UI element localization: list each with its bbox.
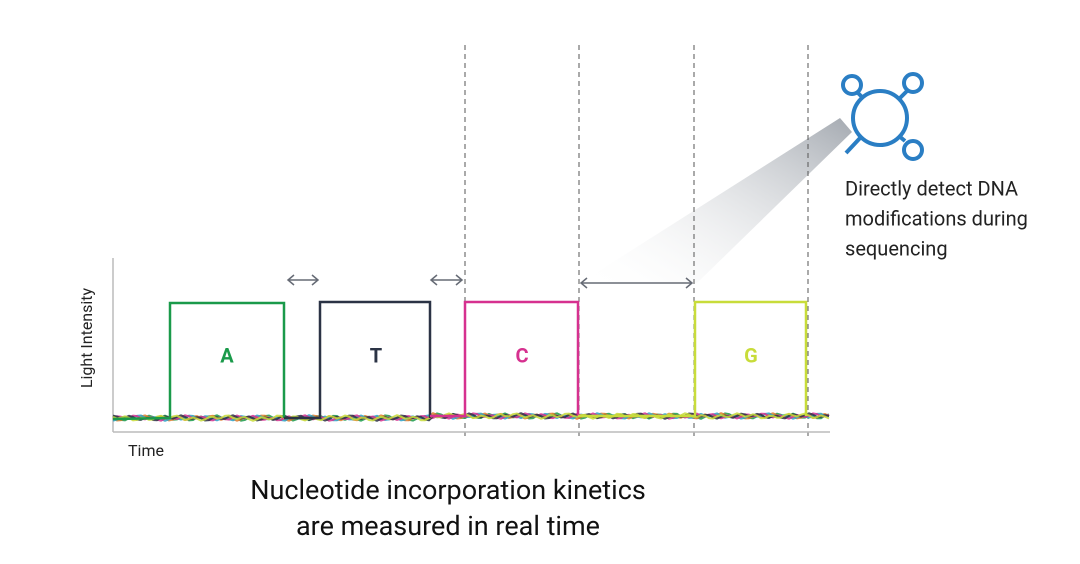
annotation: modifications during — [845, 206, 1028, 230]
pulse-c — [430, 300, 580, 418]
icon-node — [902, 72, 924, 94]
annotation: sequencing — [845, 236, 948, 260]
pulse-label: A — [220, 343, 234, 367]
icon-link — [898, 89, 909, 100]
pulses — [112, 300, 808, 421]
icon-link — [856, 91, 865, 100]
arrow — [579, 277, 694, 289]
noise-trace — [112, 412, 830, 422]
modification-icon — [841, 72, 924, 161]
noise-trace — [112, 412, 830, 422]
pulse-label: G — [744, 343, 758, 367]
pulse-label: C — [515, 343, 528, 367]
pulse-a — [112, 301, 286, 421]
dashed-lines — [464, 45, 809, 436]
arrow — [429, 274, 464, 286]
pulse-t — [284, 300, 432, 420]
icon-circle — [851, 89, 909, 147]
interval-arrows — [286, 274, 694, 289]
zoom-cone — [580, 118, 852, 283]
pulse-g — [578, 300, 808, 418]
icon-link — [844, 135, 863, 155]
x-axis-label: Time — [128, 441, 164, 460]
arrow — [286, 274, 320, 286]
y-axis-label: Light Intensity — [77, 287, 96, 388]
baseline-noise — [112, 412, 830, 422]
pulse-label: T — [370, 343, 382, 367]
caption: Nucleotide incorporation kinetics — [250, 474, 646, 506]
icon-node — [841, 74, 863, 96]
annotation: Directly detect DNA — [845, 176, 1018, 200]
icon-link — [897, 134, 907, 143]
axes — [112, 258, 830, 433]
icon-node — [902, 139, 924, 161]
caption: are measured in real time — [296, 510, 600, 542]
